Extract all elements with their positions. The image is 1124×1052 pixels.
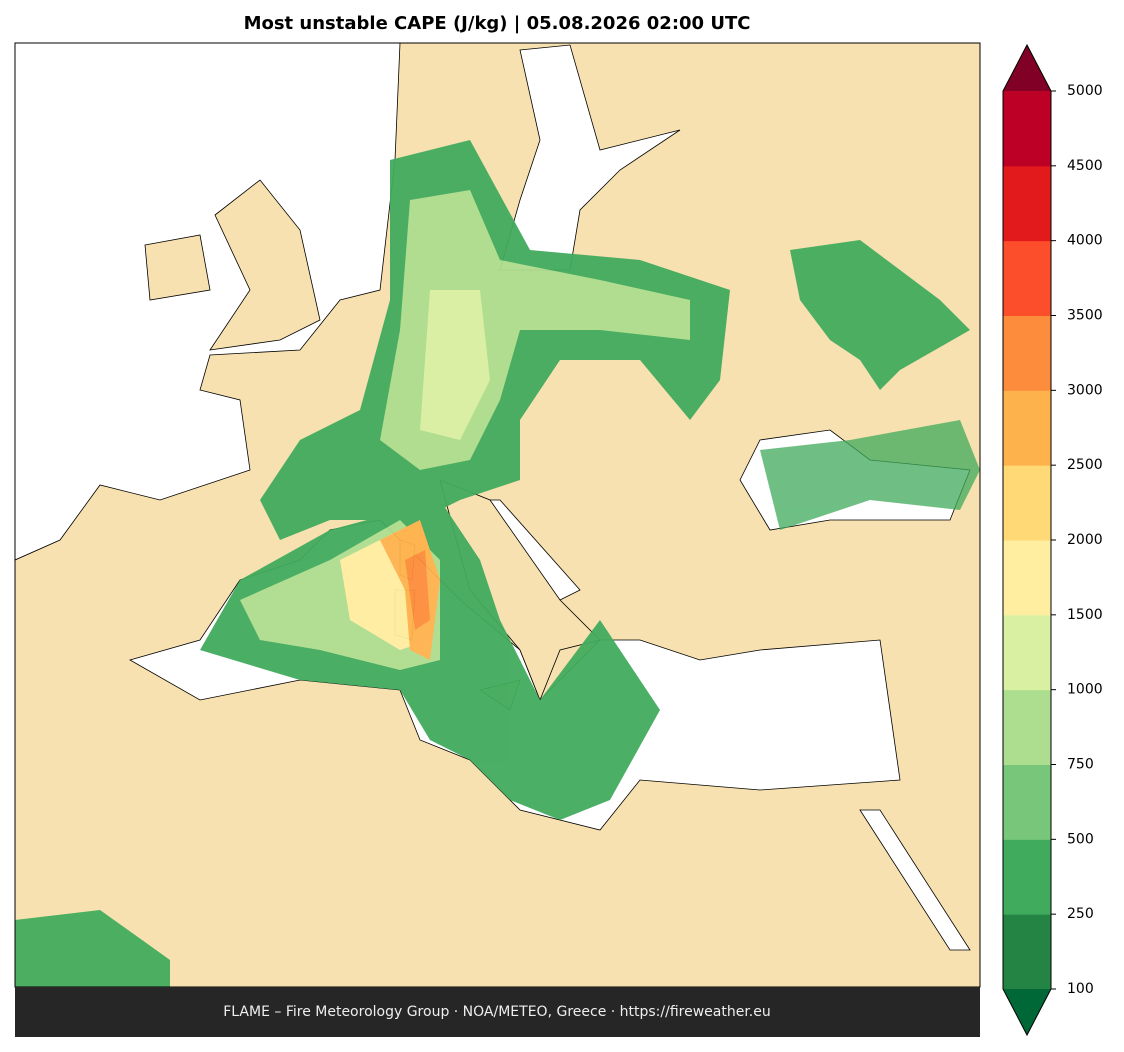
colorbar-segment — [1003, 315, 1051, 391]
colorbar-tick-label: 3500 — [1067, 308, 1103, 324]
map: FLAME – Fire Meteorology Group · NOA/MET… — [14, 42, 981, 1037]
colorbar: 100 250 500 750 1000 1500 2000 2500 3000 3500 4000… — [1002, 43, 1103, 1037]
colorbar-under-arrow — [1003, 989, 1051, 1035]
colorbar-segment — [1003, 689, 1051, 765]
colorbar-tick-label: 1500 — [1067, 607, 1103, 623]
colorbar-tick-label: 750 — [1067, 757, 1094, 773]
footer-text: FLAME – Fire Meteorology Group · NOA/MET… — [223, 1004, 771, 1020]
title: Most unstable CAPE (J/kg) | 05.08.2026 0… — [244, 13, 751, 34]
colorbar-segment — [1003, 914, 1051, 990]
colorbar-over-arrow — [1003, 45, 1051, 91]
colorbar-tick-label: 500 — [1067, 831, 1094, 847]
colorbar-tick-label: 1000 — [1067, 682, 1103, 698]
colorbar-segment — [1003, 764, 1051, 840]
colorbar-tick-label: 4000 — [1067, 233, 1103, 249]
cape-field — [15, 140, 980, 987]
colorbar-tick-label: 3000 — [1067, 382, 1103, 398]
colorbar-tick-label: 4500 — [1067, 158, 1103, 174]
colorbar-tick-label: 5000 — [1067, 83, 1103, 99]
colorbar-segment — [1003, 390, 1051, 466]
colorbar-segment — [1003, 839, 1051, 915]
colorbar-segment — [1003, 165, 1051, 242]
colorbar-segment — [1003, 614, 1051, 691]
colorbar-segment — [1003, 540, 1051, 616]
colorbar-segment — [1003, 240, 1051, 316]
colorbar-tick-label: 100 — [1067, 981, 1094, 997]
colorbar-segment — [1003, 91, 1051, 167]
colorbar-tick-label: 2500 — [1067, 457, 1103, 473]
colorbar-tick-label: 2000 — [1067, 532, 1103, 548]
colorbar-tick-label: 250 — [1067, 906, 1094, 922]
footer-bg — [15, 987, 980, 1037]
colorbar-segment — [1003, 465, 1051, 541]
